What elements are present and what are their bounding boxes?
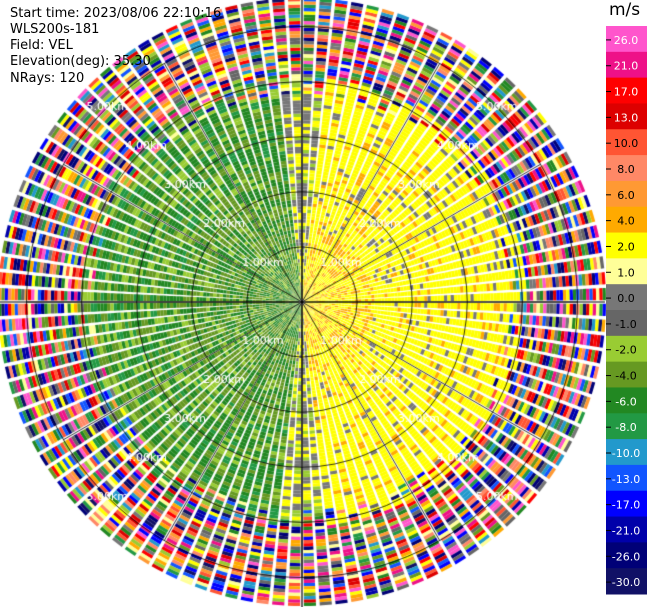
colorbar-swatch (606, 206, 647, 234)
start-time-label: Start time: 2023/08/06 22:10:16 (10, 6, 222, 21)
colorbar-tick-label: 6.0 (617, 189, 635, 202)
colorbar-swatch (606, 490, 647, 518)
colorbar-swatch (606, 516, 647, 543)
colorbar-swatch (606, 155, 647, 182)
colorbar-swatch (606, 284, 647, 311)
colorbar-swatch (606, 387, 647, 414)
colorbar-swatch (606, 361, 647, 388)
colorbar-swatch (606, 51, 647, 79)
colorbar-tick-label: -17.0 (612, 499, 640, 512)
colorbar-tick-label: 2.0 (617, 240, 635, 253)
colorbar-swatch (606, 335, 647, 363)
site-label: WLS200s-181 (10, 22, 100, 37)
colorbar-tick-label: 8.0 (617, 163, 635, 176)
colorbar-swatch (606, 413, 647, 440)
colorbar-swatch (606, 26, 647, 53)
colorbar-tick-label: 1.0 (617, 266, 635, 279)
elevation-label: Elevation(deg): 35.30 (10, 54, 151, 69)
colorbar-tick-label: -1.0 (615, 318, 636, 331)
nrays-label: NRays: 120 (10, 71, 85, 86)
field-label: Field: VEL (10, 38, 73, 53)
colorbar-tick-label: -30.0 (612, 576, 640, 589)
colorbar-tick-label: -2.0 (615, 344, 636, 357)
colorbar-swatch (606, 310, 647, 337)
colorbar-tick-label: 26.0 (614, 34, 639, 47)
colorbar-swatch (606, 180, 647, 208)
colorbar-swatch (606, 232, 647, 259)
colorbar-swatch (606, 129, 647, 156)
colorbar-tick-label: 17.0 (614, 86, 639, 99)
colorbar-tick-label: 13.0 (614, 111, 639, 124)
colorbar-swatch (606, 542, 647, 569)
colorbar-swatch (606, 77, 647, 104)
colorbar-tick-label: -8.0 (615, 421, 636, 434)
colorbar-tick-label: 4.0 (617, 215, 635, 228)
colorbar-swatch (606, 103, 647, 130)
colorbar-swatch (606, 568, 647, 595)
colorbar-unit-label: m/s (609, 0, 641, 20)
colorbar-tick-label: -13.0 (612, 473, 640, 486)
colorbar-tick-label: 0.0 (617, 292, 635, 305)
colorbar-swatch (606, 464, 647, 492)
colorbar-tick-label: -6.0 (615, 395, 636, 408)
colorbar-swatch (606, 258, 647, 285)
colorbar-tick-label: -21.0 (612, 524, 640, 537)
colorbar-tick-label: 10.0 (614, 137, 639, 150)
colorbar-tick-label: -26.0 (612, 550, 640, 563)
colorbar-tick-label: 21.0 (614, 60, 639, 73)
colorbar-tick-label: -10.0 (612, 447, 640, 460)
colorbar-tick-label: -4.0 (615, 370, 636, 383)
colorbar-swatch (606, 439, 647, 466)
